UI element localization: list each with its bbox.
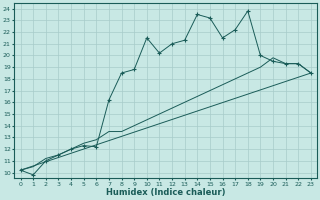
X-axis label: Humidex (Indice chaleur): Humidex (Indice chaleur) [106, 188, 226, 197]
